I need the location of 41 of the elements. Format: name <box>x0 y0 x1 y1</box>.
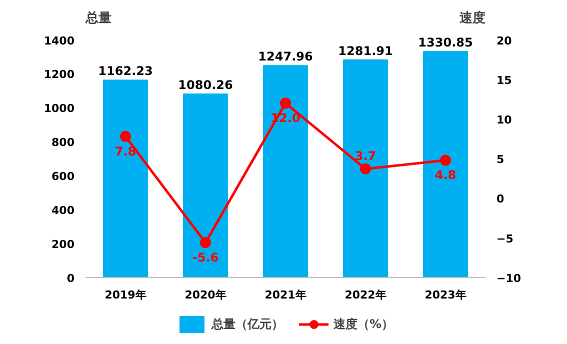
data-label: -5.6 <box>192 250 219 265</box>
point <box>280 98 291 109</box>
data-label: 1247.96 <box>258 50 313 64</box>
y2-tick-label: 10 <box>496 114 512 126</box>
y2-axis-title: 速度 <box>460 10 486 26</box>
y2-tick-label: −5 <box>496 232 514 246</box>
legend-label: 总量（亿元） <box>211 316 284 332</box>
bar <box>423 51 468 278</box>
y2-tick-label: 15 <box>496 74 512 87</box>
y2-tick-label: 5 <box>496 153 504 166</box>
bar <box>343 59 388 278</box>
y2-tick-label: 20 <box>496 34 512 48</box>
point <box>120 130 131 142</box>
data-label: 3.7 <box>354 148 376 163</box>
point <box>440 154 451 166</box>
y-tick-label: 1400 <box>44 34 75 48</box>
x-tick-label: 2021年 <box>264 288 306 302</box>
point <box>360 163 371 174</box>
y-tick-label: 0 <box>66 272 75 285</box>
x-tick-label: 2023年 <box>424 288 466 302</box>
x-tick-label: 2019年 <box>104 288 146 302</box>
bar <box>263 65 308 278</box>
y2-tick-label: −10 <box>496 272 522 285</box>
legend-label: 速度（%） <box>333 316 394 332</box>
bar <box>103 80 148 278</box>
y-tick-label: 600 <box>52 170 75 184</box>
y-tick-label: 1200 <box>44 68 75 82</box>
data-label: 1330.85 <box>418 36 473 50</box>
data-label: 1080.26 <box>178 78 233 92</box>
y2-tick-label: 0 <box>496 192 504 206</box>
y-tick-label: 200 <box>52 238 75 251</box>
data-label: 1162.23 <box>98 64 153 78</box>
y-tick-label: 1000 <box>44 102 75 116</box>
data-label: 1281.91 <box>338 44 393 58</box>
point <box>200 237 211 248</box>
y-tick-label: 800 <box>52 136 75 150</box>
y-tick-label: 400 <box>52 204 75 218</box>
x-tick-label: 2020年 <box>184 288 226 302</box>
bar <box>183 94 228 278</box>
x-tick-label: 2022年 <box>344 288 386 302</box>
data-label: 4.8 <box>434 168 456 182</box>
